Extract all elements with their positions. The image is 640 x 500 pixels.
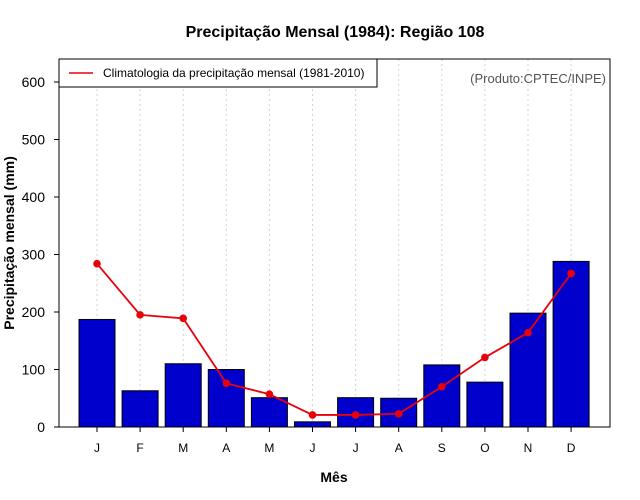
y-axis: 0 100 200 300 400 500 600	[22, 74, 59, 435]
climatology-line	[96, 263, 572, 416]
chart-title: Precipitação Mensal (1984): Região 108	[186, 24, 485, 41]
x-tick-label: S	[438, 441, 446, 455]
climatology-line-series	[93, 259, 575, 419]
bar-m-5	[250, 397, 288, 428]
climatology-point-9	[438, 382, 446, 391]
x-tick-label: N	[524, 441, 533, 455]
y-tick-label: 200	[22, 304, 46, 320]
climatology-point-2	[136, 311, 144, 319]
x-tick-label: D	[567, 441, 576, 455]
bar-f-2	[121, 390, 159, 428]
y-tick-label: 500	[22, 132, 46, 148]
bar-j-6	[294, 421, 331, 428]
bar-d-12	[552, 260, 590, 428]
x-axis-label: Mês	[320, 469, 347, 485]
x-tick-label: A	[222, 441, 230, 455]
y-tick-label: 300	[22, 247, 46, 263]
climatology-point-8	[394, 409, 403, 418]
y-tick-label: 100	[22, 362, 46, 378]
bar-o-10	[466, 381, 504, 428]
x-tick-label: J	[353, 441, 359, 455]
climatology-point-11	[524, 328, 532, 337]
bar-series	[78, 260, 590, 428]
x-tick-label: M	[264, 441, 274, 455]
y-tick-label: 0	[37, 419, 45, 435]
x-tick-label: J	[94, 441, 100, 455]
climatology-point-5	[265, 390, 274, 399]
climatology-point-3	[179, 314, 187, 323]
x-tick-label: A	[395, 441, 403, 455]
climatology-point-10	[481, 353, 489, 362]
climatology-point-12	[567, 269, 575, 278]
y-tick-label: 400	[22, 189, 46, 205]
legend-label: Climatologia da precipitação mensal (198…	[103, 66, 364, 80]
bar-j-1	[78, 318, 116, 428]
bar-m-3	[164, 363, 202, 428]
climatology-point-6	[308, 411, 317, 419]
x-tick-label: M	[178, 441, 188, 455]
bar-s-9	[423, 364, 461, 428]
x-tick-label: F	[136, 441, 143, 455]
y-axis-label: Precipitação mensal (mm)	[1, 156, 17, 330]
x-tick-label: O	[480, 441, 489, 455]
climatology-point-1	[93, 259, 101, 268]
y-tick-label: 600	[22, 74, 46, 90]
climatology-point-7	[351, 411, 360, 419]
legend-box	[58, 58, 378, 88]
climatology-point-4	[222, 379, 231, 388]
legend: Climatologia da precipitação mensal (198…	[58, 58, 378, 88]
credit-annotation: (Produto:CPTEC/INPE)	[470, 71, 606, 86]
bar-a-4	[207, 369, 245, 428]
x-tick-label: J	[310, 441, 316, 455]
grid-lines	[96, 59, 572, 427]
